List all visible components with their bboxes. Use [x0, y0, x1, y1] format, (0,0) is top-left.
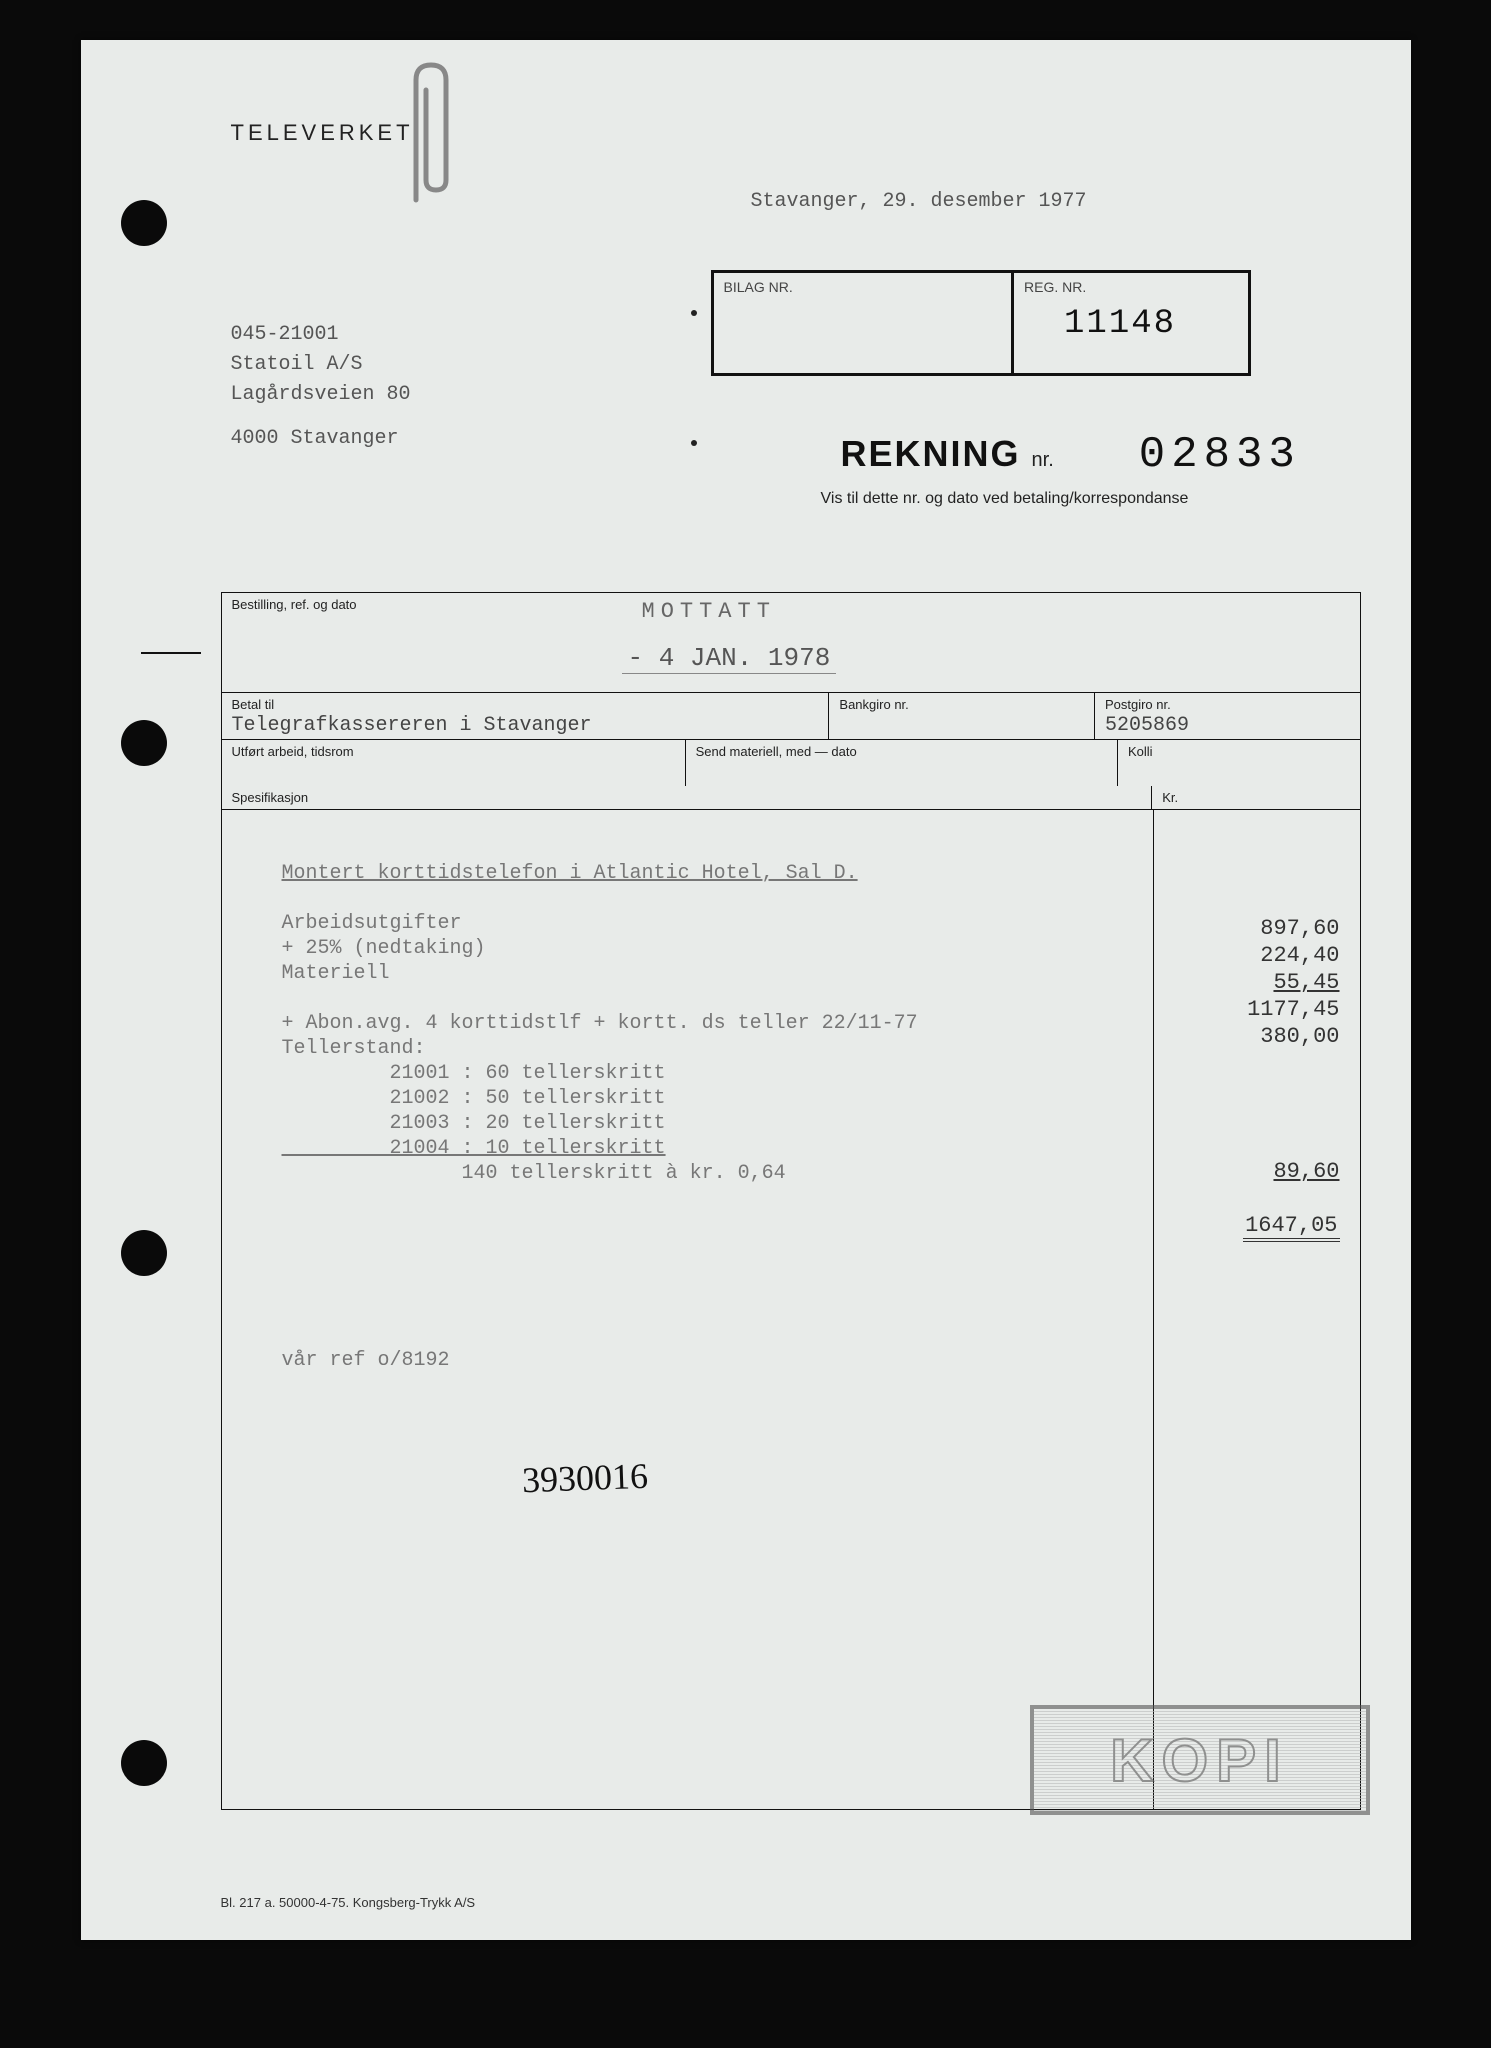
spec-title: Montert korttidstelefon i Atlantic Hotel…: [282, 862, 1134, 885]
amount-total: 1647,05: [1243, 1213, 1339, 1242]
spec-line: 21003 : 20 tellerskritt: [282, 1112, 1134, 1135]
spesifikasjon-label: Spesifikasjon: [222, 786, 1153, 809]
kopi-stamp: KOPI: [1030, 1705, 1370, 1815]
spec-line: + 25% (nedtaking): [282, 937, 1134, 960]
amount: 380,00: [1164, 1024, 1339, 1049]
bestilling-label: Bestilling, ref. og dato: [232, 597, 1350, 612]
invoice-form: Bestilling, ref. og dato MOTTATT - 4 JAN…: [221, 592, 1361, 1810]
spec-line: Tellerstand:: [282, 1037, 1134, 1060]
rekning-note: Vis til dette nr. og dato ved betaling/k…: [821, 490, 1189, 508]
sender-name: TELEVERKET: [231, 120, 414, 146]
recipient-address: 045-21001 Statoil A/S Lagårdsveien 80 40…: [231, 320, 411, 454]
received-date-stamp: - 4 JAN. 1978: [622, 643, 837, 674]
mottatt-stamp: MOTTATT: [642, 599, 776, 624]
kr-label: Kr.: [1152, 786, 1359, 809]
punch-hole: [121, 720, 167, 766]
bankgiro-value: [839, 712, 1084, 714]
spec-line: Arbeidsutgifter: [282, 912, 1134, 935]
amount: 224,40: [1164, 943, 1339, 968]
kolli-label: Kolli: [1128, 744, 1350, 759]
postgiro-value: 5205869: [1105, 712, 1350, 737]
reg-nr-label: REG. NR.: [1024, 279, 1237, 295]
address-line: Statoil A/S: [231, 350, 411, 380]
address-line: 4000 Stavanger: [231, 424, 411, 454]
betal-til-value: Telegrafkassereren i Stavanger: [232, 712, 819, 737]
amount-subtotal: 1177,45: [1164, 997, 1339, 1022]
bankgiro-label: Bankgiro nr.: [839, 697, 1084, 712]
specification-body: Montert korttidstelefon i Atlantic Hotel…: [222, 810, 1155, 1809]
bilag-nr-label: BILAG NR.: [724, 279, 1002, 295]
spec-line: 21001 : 60 tellerskritt: [282, 1062, 1134, 1085]
handwritten-number: 3930016: [521, 1455, 648, 1501]
spec-line: 21002 : 50 tellerskritt: [282, 1087, 1134, 1110]
amounts-column: 897,60 224,40 55,45 1177,45 380,00 89,60…: [1154, 810, 1359, 1809]
fold-mark: [691, 440, 697, 446]
bilag-reg-box: BILAG NR. REG. NR. 11148: [711, 270, 1251, 376]
amount: 897,60: [1164, 916, 1339, 941]
amount: 89,60: [1164, 1159, 1339, 1184]
utfort-label: Utført arbeid, tidsrom: [232, 744, 675, 759]
postgiro-label: Postgiro nr.: [1105, 697, 1350, 712]
punch-hole: [121, 1740, 167, 1786]
form-footer: Bl. 217 a. 50000-4-75. Kongsberg-Trykk A…: [221, 1895, 476, 1910]
reg-nr-value: 11148: [1024, 305, 1237, 343]
spec-line: + Abon.avg. 4 korttidstlf + kortt. ds te…: [282, 1012, 1134, 1035]
betal-til-label: Betal til: [232, 697, 819, 712]
fold-mark: [691, 310, 697, 316]
amount: 55,45: [1164, 970, 1339, 995]
rekning-label: REKNING: [841, 433, 1021, 474]
spec-line: 21004 : 10 tellerskritt: [282, 1137, 1134, 1160]
place-date: Stavanger, 29. desember 1977: [751, 190, 1087, 213]
spec-ref: vår ref o/8192: [282, 1349, 1134, 1372]
invoice-heading: REKNING nr. 02833: [841, 430, 1301, 480]
punch-hole: [121, 200, 167, 246]
rekning-number: 02833: [1139, 430, 1301, 480]
send-materiell-label: Send materiell, med — dato: [696, 744, 1107, 759]
rekning-nr-label: nr.: [1032, 449, 1054, 471]
margin-mark: [141, 652, 201, 654]
address-line: Lagårdsveien 80: [231, 380, 411, 410]
punch-hole: [121, 1230, 167, 1276]
address-line: 045-21001: [231, 320, 411, 350]
invoice-page: TELEVERKET Stavanger, 29. desember 1977 …: [81, 40, 1411, 1940]
spec-line: 140 tellerskritt à kr. 0,64: [282, 1162, 1134, 1185]
spec-line: Materiell: [282, 962, 1134, 985]
